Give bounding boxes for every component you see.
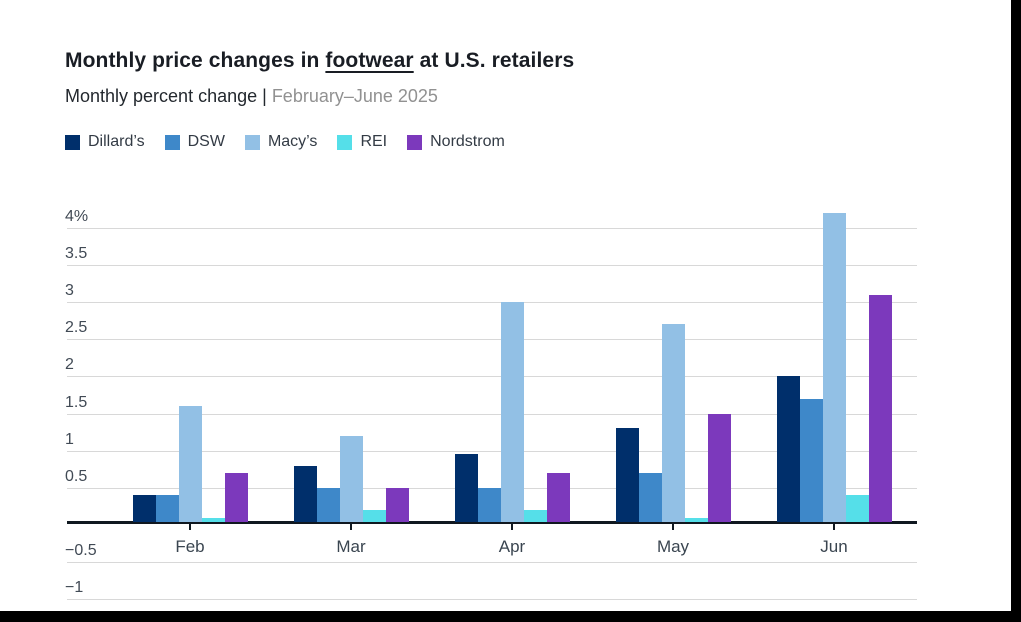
legend-swatch-macys — [244, 134, 260, 150]
x-axis-label-may: May — [656, 537, 690, 556]
bar-nordstrom-feb[interactable] — [224, 473, 248, 522]
legend-swatch-dsw — [164, 134, 180, 150]
legend-swatch-rei — [337, 134, 353, 150]
gridline-2 — [67, 376, 917, 378]
gridline-3 — [67, 302, 917, 304]
bar-macys-feb[interactable] — [178, 406, 202, 522]
bar-macys-jun[interactable] — [822, 212, 846, 522]
legend-label: DSW — [187, 133, 225, 150]
x-axis-tick — [189, 524, 191, 530]
x-axis-tick — [511, 524, 513, 530]
gridline-2.5 — [67, 339, 917, 341]
y-axis-tick-label: 1.5 — [65, 393, 88, 411]
y-axis-tick-label: 0.5 — [65, 467, 88, 485]
y-axis-tick-label: −0.5 — [65, 542, 97, 560]
y-axis-tick-label: −1 — [65, 579, 84, 597]
bar-rei-may[interactable] — [684, 517, 708, 522]
bar-macys-may[interactable] — [661, 324, 685, 522]
legend-label: Dillard’s — [88, 133, 145, 150]
bar-rei-jun[interactable] — [845, 495, 869, 522]
bar-dillards-mar[interactable] — [293, 465, 317, 522]
legend: Dillard’s DSW Macy’s REI Nordstrom — [65, 133, 505, 151]
legend-label: Macy’s — [267, 133, 318, 150]
x-axis-line — [67, 521, 917, 524]
screen-edge-bottom — [0, 611, 1021, 622]
gridline-1 — [67, 450, 917, 452]
y-axis-tick-label: 3 — [65, 282, 74, 300]
bar-dsw-jun[interactable] — [799, 398, 823, 522]
legend-label: REI — [360, 133, 388, 150]
title-prefix: Monthly price changes in — [65, 49, 326, 72]
screen-edge-right — [1011, 0, 1021, 622]
bar-rei-mar[interactable] — [362, 510, 386, 522]
x-axis-tick — [350, 524, 352, 530]
legend-item-macys[interactable]: Macy’s — [244, 133, 318, 151]
bar-rei-apr[interactable] — [523, 510, 547, 522]
legend-swatch-nordstrom — [407, 134, 423, 150]
bar-dillards-apr[interactable] — [454, 454, 478, 522]
bar-dsw-mar[interactable] — [316, 487, 340, 522]
legend-item-nordstrom[interactable]: Nordstrom — [407, 133, 505, 151]
x-axis-label-mar: Mar — [336, 537, 366, 556]
title-suffix: at U.S. retailers — [413, 49, 575, 72]
bar-macys-mar[interactable] — [339, 435, 363, 522]
title-underlined-word: footwear — [325, 49, 414, 72]
legend-swatch-dillards — [65, 134, 80, 150]
gridline-−1 — [67, 599, 917, 601]
bar-macys-apr[interactable] — [500, 302, 524, 522]
subtitle-main: Monthly percent change | — [65, 86, 272, 106]
bar-rei-feb[interactable] — [201, 517, 225, 522]
gridline-3.5 — [67, 264, 917, 266]
gridline-4% — [67, 227, 917, 229]
y-axis-tick-label: 4% — [65, 207, 89, 225]
legend-label: Nordstrom — [430, 133, 505, 150]
page-title: Monthly price changes in footwear at U.S… — [65, 49, 574, 73]
bar-dsw-apr[interactable] — [477, 487, 501, 522]
bar-dillards-jun[interactable] — [776, 376, 800, 522]
x-axis-tick — [833, 524, 835, 530]
bar-nordstrom-mar[interactable] — [385, 487, 409, 522]
gridline-−0.5 — [67, 562, 917, 564]
x-axis-label-feb: Feb — [175, 537, 205, 556]
legend-item-dillards[interactable]: Dillard’s — [65, 133, 145, 151]
bar-nordstrom-jun[interactable] — [868, 294, 892, 522]
subtitle-period: February–June 2025 — [271, 86, 438, 106]
bar-nordstrom-apr[interactable] — [546, 473, 570, 522]
bar-dsw-feb[interactable] — [155, 495, 179, 522]
x-axis-label-jun: Jun — [820, 537, 848, 556]
chart-subtitle: Monthly percent change | February–June 2… — [65, 86, 438, 107]
y-axis-tick-label: 2.5 — [65, 319, 88, 337]
x-axis-tick — [672, 524, 674, 530]
bar-dillards-feb[interactable] — [132, 495, 156, 522]
bar-nordstrom-may[interactable] — [707, 413, 731, 522]
bar-dsw-may[interactable] — [638, 473, 662, 522]
legend-item-rei[interactable]: REI — [337, 133, 387, 151]
y-axis-tick-label: 1 — [65, 430, 74, 448]
gridline-1.5 — [67, 413, 917, 415]
y-axis-tick-label: 2 — [65, 356, 74, 374]
x-axis-label-apr: Apr — [498, 537, 526, 556]
y-axis-tick-label: 3.5 — [65, 244, 88, 262]
bar-dillards-may[interactable] — [615, 428, 639, 522]
legend-item-dsw[interactable]: DSW — [164, 133, 225, 151]
